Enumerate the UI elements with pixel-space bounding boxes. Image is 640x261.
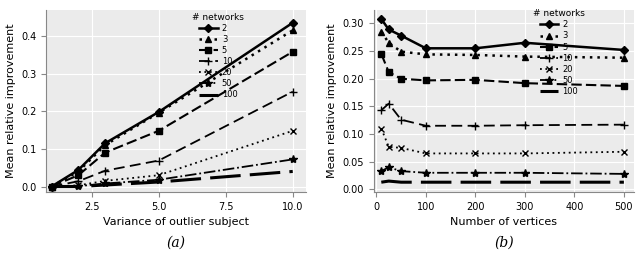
X-axis label: Variance of outlier subject: Variance of outlier subject (103, 217, 249, 227)
X-axis label: Number of vertices: Number of vertices (451, 217, 557, 227)
Legend: 2, 3, 5, 10, 20, 50, 100: 2, 3, 5, 10, 20, 50, 100 (530, 6, 588, 99)
Y-axis label: Mean relative improvement: Mean relative improvement (327, 23, 337, 178)
Text: (a): (a) (166, 236, 186, 250)
Y-axis label: Mean relative improvement: Mean relative improvement (6, 23, 15, 178)
Text: (b): (b) (494, 236, 514, 250)
Legend: 2, 3, 5, 10, 20, 50, 100: 2, 3, 5, 10, 20, 50, 100 (189, 10, 248, 103)
